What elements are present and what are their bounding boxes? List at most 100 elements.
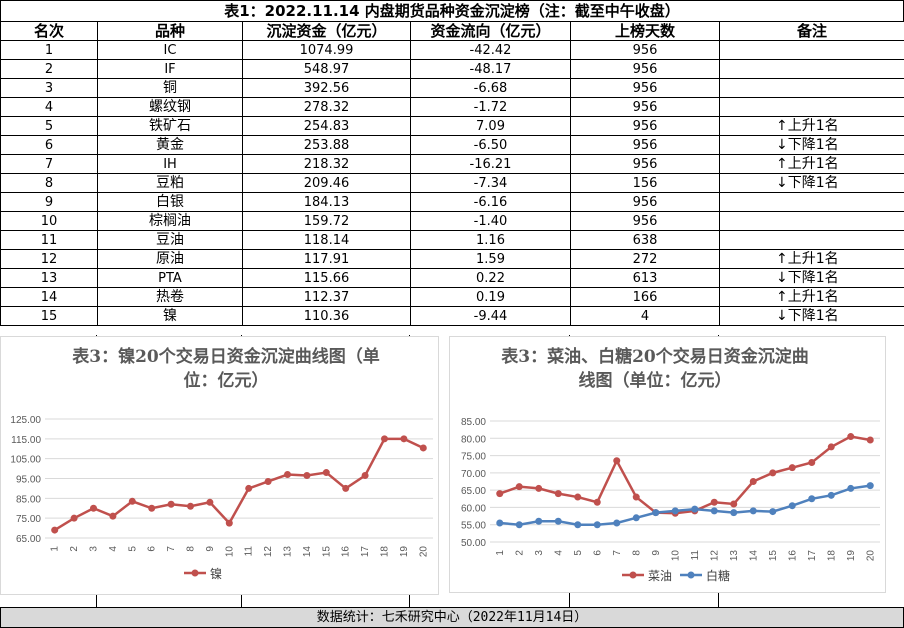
cell-days: 956 — [570, 59, 720, 79]
x-tick-label: 11 — [690, 550, 701, 561]
data-point — [788, 464, 796, 472]
x-tick-label: 12 — [263, 546, 274, 558]
x-tick-label: 16 — [341, 546, 352, 558]
cell-note: ↓下降1名 — [719, 268, 904, 288]
x-tick-label: 9 — [651, 550, 662, 556]
data-point — [554, 517, 562, 525]
data-point — [710, 507, 718, 515]
x-tick-label: 18 — [826, 550, 837, 562]
data-point — [187, 502, 194, 510]
header-capital: 沉淀资金（亿元） — [242, 21, 411, 41]
data-point — [90, 504, 97, 512]
cell-rank: 1 — [0, 40, 98, 60]
cell-variety: 原油 — [97, 249, 243, 269]
x-tick-label: 16 — [787, 550, 798, 562]
x-tick-label: 7 — [612, 550, 623, 556]
data-point — [381, 435, 388, 443]
data-point — [535, 517, 543, 525]
table-row: 5 铁矿石 254.83 7.09 956 ↑上升1名 — [0, 116, 904, 136]
cell-capital: 117.91 — [242, 249, 411, 269]
nickel-chart-title: 表3：镍20个交易日资金沉淀曲线图（单位：亿元） — [72, 347, 380, 391]
cell-days: 956 — [570, 40, 720, 60]
cell-rank: 7 — [0, 154, 98, 174]
cell-capital: 184.13 — [242, 192, 411, 212]
data-point — [847, 484, 855, 492]
cell-rank: 11 — [0, 230, 98, 250]
data-point — [808, 495, 816, 503]
header-note: 备注 — [719, 21, 904, 41]
footer-source: 数据统计：七禾研究中心（2022年11月14日） — [0, 607, 904, 628]
data-point — [128, 497, 136, 505]
cell-days: 956 — [570, 154, 720, 174]
x-tick-label: 4 — [108, 546, 119, 552]
data-point — [866, 436, 874, 444]
cell-variety: 豆油 — [97, 230, 243, 250]
data-point — [710, 498, 718, 506]
data-point — [671, 507, 679, 515]
cell-flow: -7.34 — [410, 173, 571, 193]
table-row: 14 热卷 112.37 0.19 166 ↑上升1名 — [0, 287, 904, 307]
cell-flow: 1.16 — [410, 230, 571, 250]
cell-rank: 13 — [0, 268, 98, 288]
x-tick-label: 3 — [89, 546, 100, 552]
cell-note — [719, 78, 904, 98]
table-row: 9 白银 184.13 -6.16 956 — [0, 192, 904, 212]
x-tick-label: 15 — [321, 546, 332, 558]
cell-rank: 12 — [0, 249, 98, 269]
x-tick-label: 19 — [846, 550, 857, 562]
page-title: 表1：2022.11.14 内盘期货品种资金沉淀榜（注：截至中午收盘） — [0, 0, 904, 22]
cell-flow: -42.42 — [410, 40, 571, 60]
x-tick-label: 20 — [418, 546, 429, 558]
data-point — [419, 444, 427, 452]
x-tick-label: 12 — [709, 550, 720, 562]
legend-label: 菜油 — [648, 569, 672, 583]
x-tick-label: 8 — [631, 550, 642, 556]
data-point — [866, 482, 874, 490]
table-row: 13 PTA 115.66 0.22 613 ↓下降1名 — [0, 268, 904, 288]
cell-flow: -1.40 — [410, 211, 571, 231]
cell-variety: PTA — [97, 268, 243, 288]
y-tick-label: 50.00 — [461, 538, 486, 549]
table-row: 15 镍 110.36 -9.44 4 ↓下降1名 — [0, 306, 904, 326]
cell-note: ↓下降1名 — [719, 306, 904, 326]
cell-rank: 15 — [0, 306, 98, 326]
x-tick-label: 17 — [360, 546, 371, 558]
header-days: 上榜天数 — [570, 21, 720, 41]
legend-label: 白糖 — [706, 568, 730, 583]
y-tick-label: 125.00 — [10, 415, 41, 426]
cell-capital: 209.46 — [242, 173, 411, 193]
cell-flow: -9.44 — [410, 306, 571, 326]
cell-flow: 0.19 — [410, 287, 571, 307]
data-point — [342, 484, 350, 492]
table-row: 7 IH 218.32 -16.21 956 ↑上升1名 — [0, 154, 904, 174]
cell-capital: 548.97 — [242, 59, 411, 79]
cell-days: 272 — [570, 249, 720, 269]
table-row: 3 铜 392.56 -6.68 956 — [0, 78, 904, 98]
data-point — [613, 457, 621, 465]
y-tick-label: 105.00 — [10, 455, 41, 466]
data-point — [730, 509, 738, 517]
cell-days: 613 — [570, 268, 720, 288]
x-tick-label: 13 — [283, 546, 294, 558]
x-tick-label: 2 — [514, 550, 525, 556]
x-tick-label: 8 — [186, 546, 197, 552]
cell-capital: 115.66 — [242, 268, 411, 288]
cell-note — [719, 211, 904, 231]
x-tick-label: 4 — [553, 550, 564, 556]
series-line-0 — [54, 437, 424, 532]
rapeseed-sugar-chart-svg: 50.00 55.00 60.00 65.00 70.00 75.00 80.00 85.00… — [461, 417, 880, 583]
data-point — [535, 484, 543, 492]
x-tick-label: 1 — [50, 546, 61, 552]
data-point — [730, 500, 738, 508]
cell-flow: 0.22 — [410, 268, 571, 288]
rapeseed-sugar-chart-title: 表3：菜油、白糖20个交易日资金沉淀曲线图（单位：亿元） — [501, 347, 809, 391]
y-tick-label: 115.00 — [11, 435, 41, 446]
x-tick-label: 1 — [495, 550, 506, 556]
table-row: 8 豆粕 209.46 -7.34 156 ↓下降1名 — [0, 173, 904, 193]
data-point — [769, 508, 777, 516]
cell-days: 638 — [570, 230, 720, 250]
cell-note — [719, 230, 904, 250]
data-point — [574, 521, 582, 529]
data-point — [70, 514, 78, 522]
data-point — [808, 458, 816, 466]
